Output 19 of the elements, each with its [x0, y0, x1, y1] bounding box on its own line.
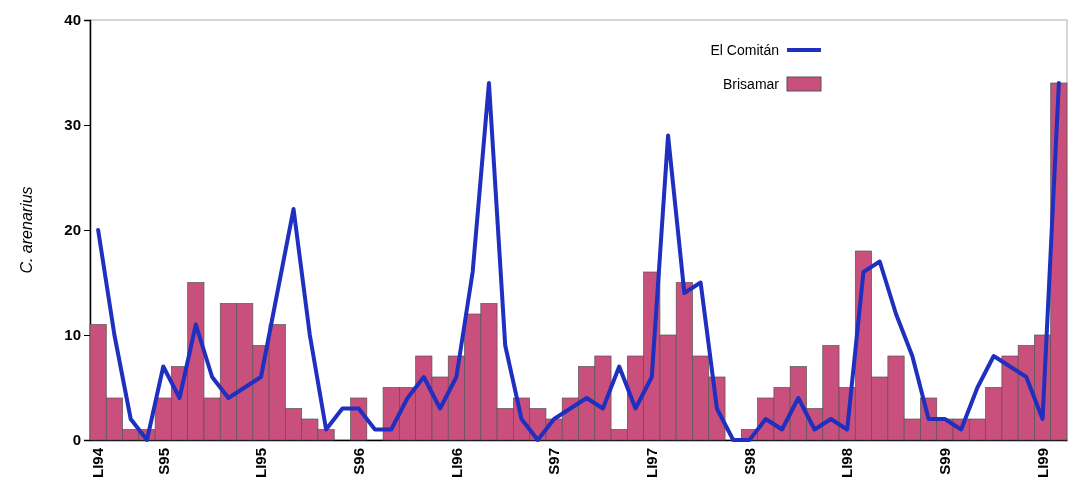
legend-label: El Comitán [710, 42, 779, 58]
y-tick-label: 20 [64, 221, 81, 239]
y-axis-title: C. arenarius [18, 186, 35, 274]
x-tick-label: LI95 [252, 448, 270, 479]
x-tick-label: LI96 [447, 448, 465, 479]
x-tick-label: S98 [740, 448, 758, 475]
y-tick-label: 0 [72, 431, 81, 449]
x-tick-label: S95 [154, 448, 172, 475]
y-tick-label: 30 [64, 116, 81, 134]
x-tick-label: S99 [936, 448, 954, 475]
x-tick-label: LI97 [643, 448, 661, 479]
x-tick-label: LI94 [89, 447, 107, 479]
x-tick-label: LI98 [838, 448, 856, 479]
x-tick-label: S96 [349, 448, 367, 475]
x-tick-label: LI99 [1033, 448, 1051, 479]
legend-label: Brisamar [722, 76, 780, 92]
y-tick-label: 10 [64, 326, 81, 344]
x-tick-label: S97 [545, 448, 563, 475]
y-tick-label: 40 [64, 11, 81, 29]
